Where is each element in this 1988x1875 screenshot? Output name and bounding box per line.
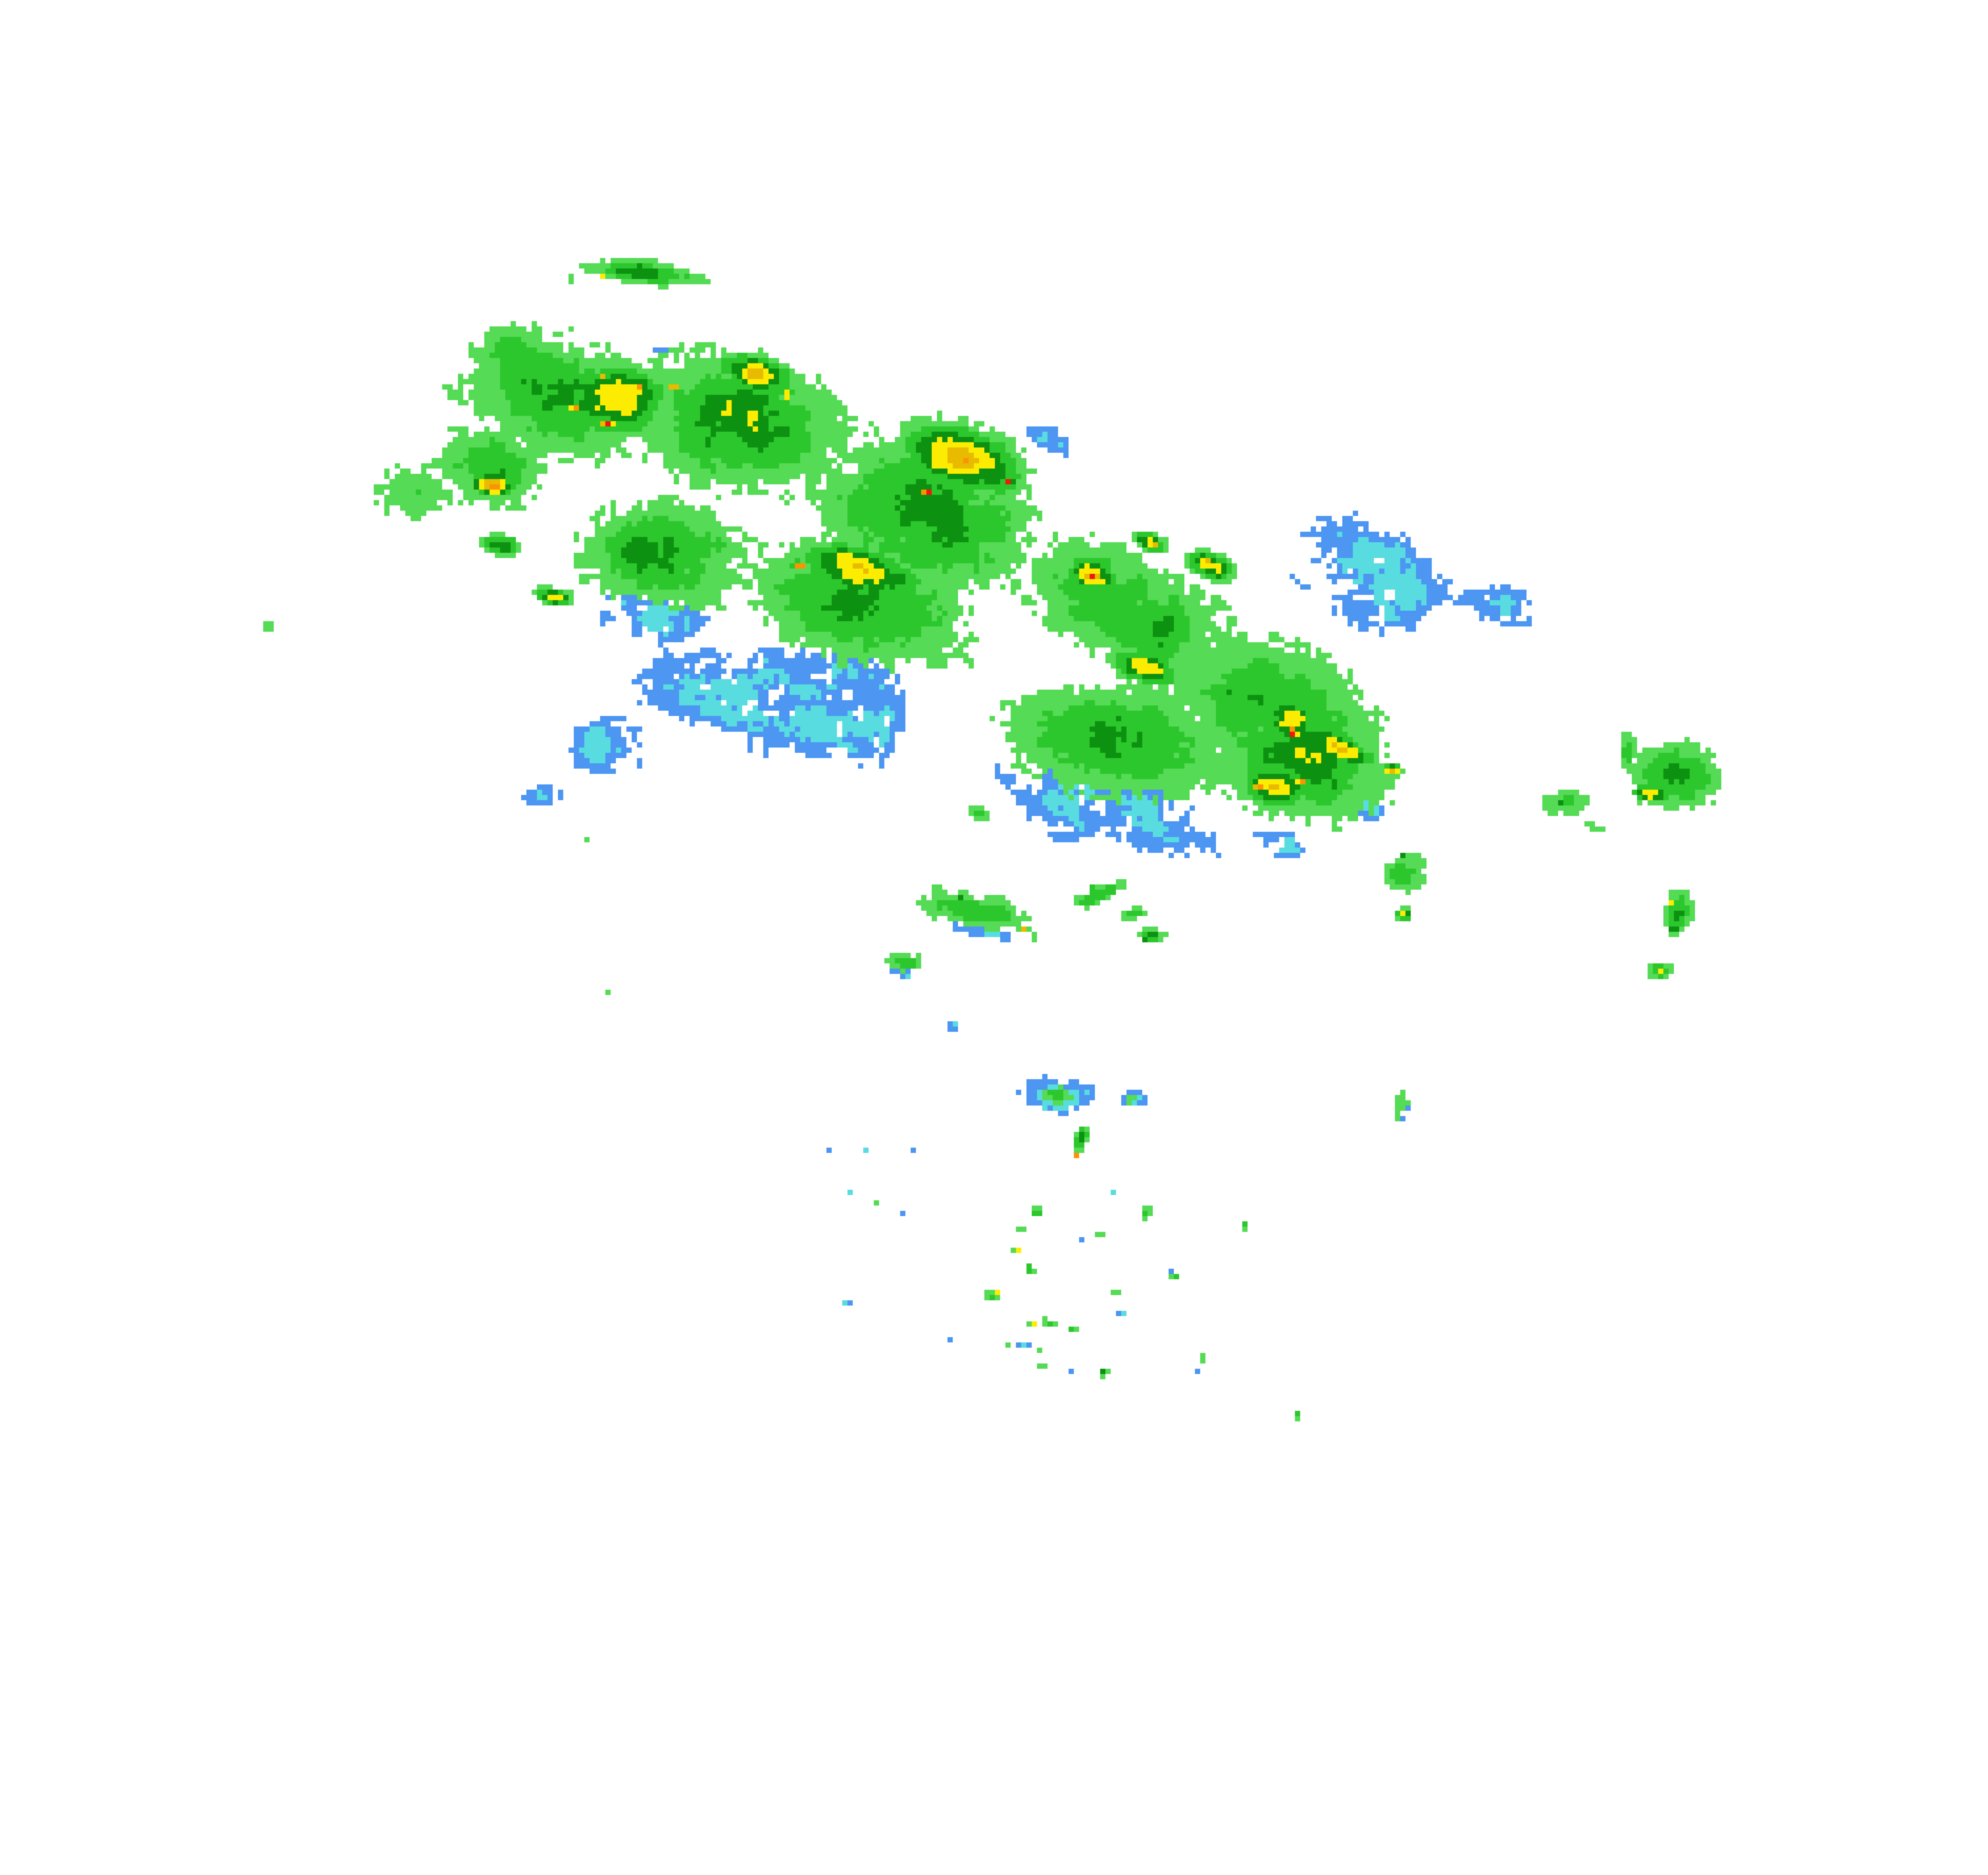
weather-radar-map — [0, 0, 1988, 1875]
radar-precipitation-canvas — [0, 0, 1988, 1875]
